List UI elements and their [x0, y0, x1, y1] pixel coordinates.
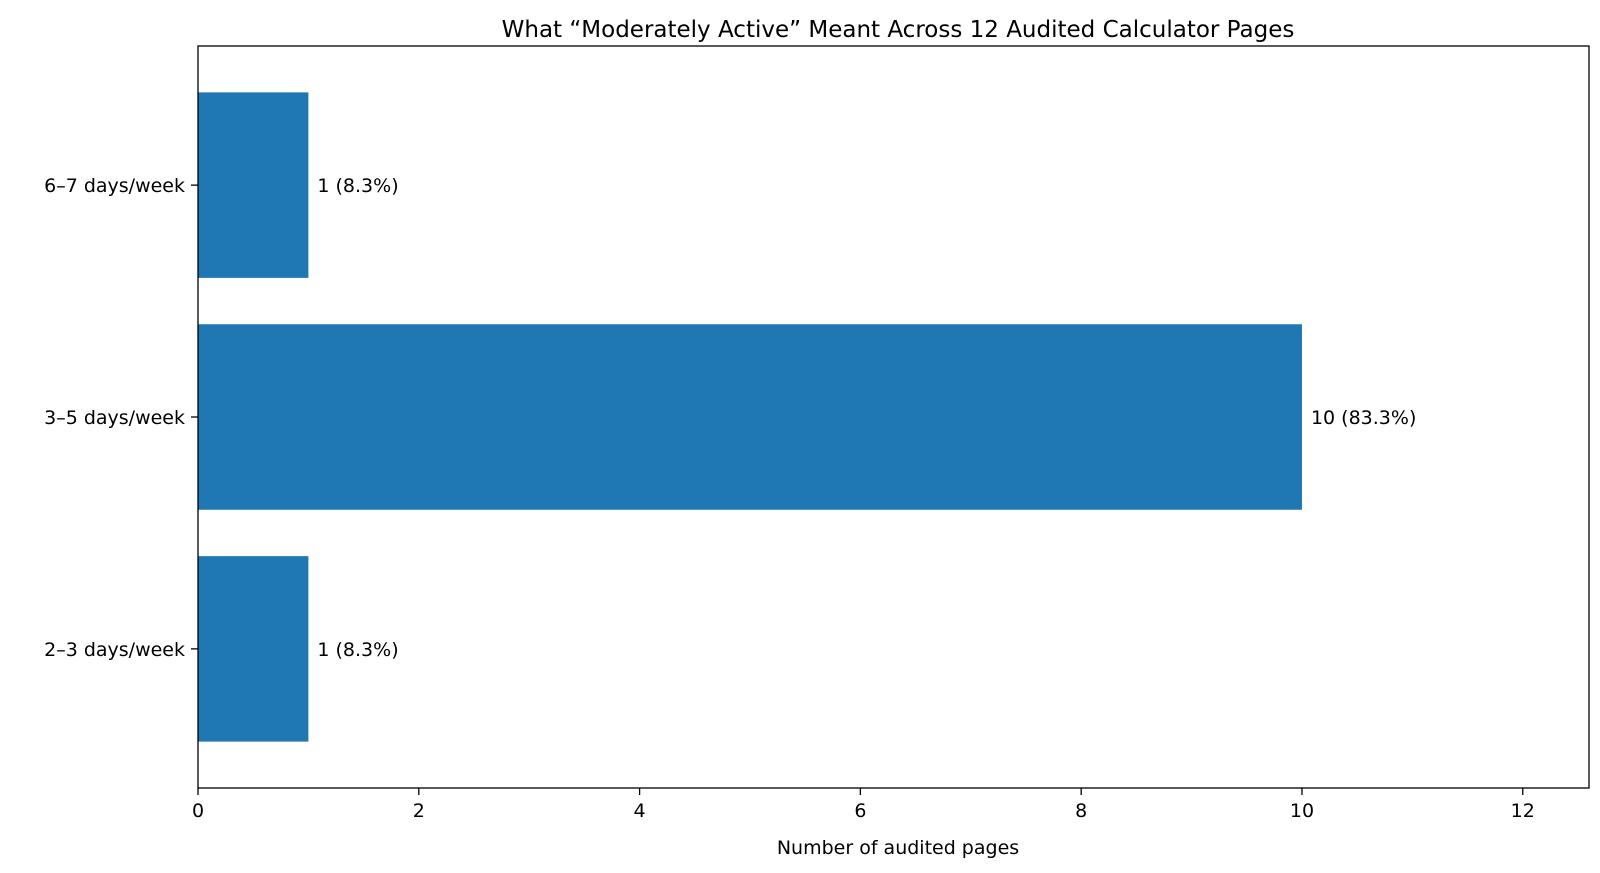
- x-tick-label: 4: [634, 800, 646, 822]
- bars-layer: 1 (8.3%) 10 (83.3%) 1 (8.3%): [198, 92, 1416, 742]
- bar: [198, 92, 309, 278]
- data-label: 10 (83.3%): [1311, 407, 1416, 429]
- data-label: 1 (8.3%): [317, 639, 398, 661]
- chart-title: What “Moderately Active” Meant Across 12…: [502, 17, 1295, 43]
- y-tick-label: 3–5 days/week: [44, 407, 185, 429]
- x-tick-label: 10: [1290, 800, 1314, 822]
- y-tick-label: 2–3 days/week: [44, 639, 185, 661]
- x-tick-label: 12: [1511, 800, 1535, 822]
- x-axis-label: Number of audited pages: [777, 837, 1019, 859]
- x-tick-label: 2: [413, 800, 425, 822]
- y-tick-label: 6–7 days/week: [44, 175, 185, 197]
- bar: [198, 556, 309, 742]
- data-label: 1 (8.3%): [317, 175, 398, 197]
- bar: [198, 324, 1302, 510]
- x-tick-label: 8: [1075, 800, 1087, 822]
- axes-layer: 0 2 4 6 8 10 12 2–3 days/week 3–5 days/week 6–7 d…: [44, 45, 1590, 822]
- x-tick-label: 0: [192, 800, 204, 822]
- x-tick-label: 6: [854, 800, 866, 822]
